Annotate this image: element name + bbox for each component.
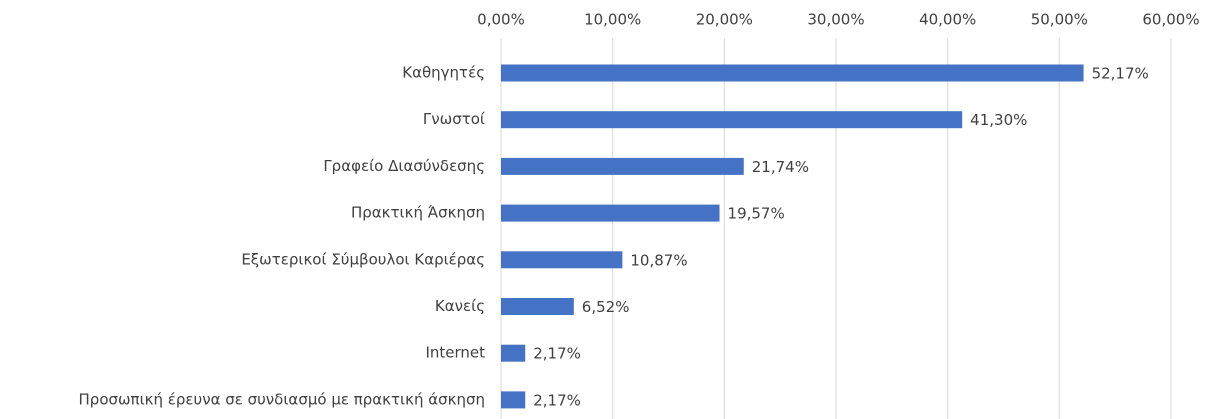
x-tick-label: 0,00% <box>477 11 525 29</box>
x-tick-label: 20,00% <box>696 11 753 29</box>
x-tick-label: 60,00% <box>1142 11 1199 29</box>
x-tick-label: 40,00% <box>919 11 976 29</box>
category-label: Πρακτική Άσκηση <box>351 204 485 222</box>
x-tick-label: 10,00% <box>584 11 641 29</box>
category-label: Καθηγητές <box>402 64 485 82</box>
bar <box>501 204 720 222</box>
value-label: 2,17% <box>533 345 581 363</box>
bar <box>501 298 574 315</box>
category-label: Γνωστοί <box>423 110 485 128</box>
category-label: Γραφείο Διασύνδεσης <box>323 157 485 175</box>
x-tick-label: 30,00% <box>807 11 864 29</box>
category-label: Εξωτερικοί Σύμβουλοι Καριέρας <box>241 250 485 268</box>
bar <box>501 111 963 129</box>
value-label: 52,17% <box>1092 65 1149 83</box>
value-label: 6,52% <box>582 298 630 316</box>
bar <box>501 344 526 362</box>
bar <box>501 251 623 269</box>
value-label: 21,74% <box>752 158 809 176</box>
value-label: 2,17% <box>533 391 581 409</box>
category-label: Internet <box>425 344 485 362</box>
bar <box>501 157 744 175</box>
value-label: 10,87% <box>630 251 687 269</box>
bar <box>501 391 526 409</box>
bar <box>501 64 1084 82</box>
category-label: Προσωπική έρευνα σε συνδιασμό με πρακτικ… <box>79 390 485 408</box>
value-label: 41,30% <box>970 111 1027 129</box>
category-label: Κανείς <box>435 297 485 315</box>
x-tick-label: 50,00% <box>1031 11 1088 29</box>
value-label: 19,57% <box>728 205 785 223</box>
